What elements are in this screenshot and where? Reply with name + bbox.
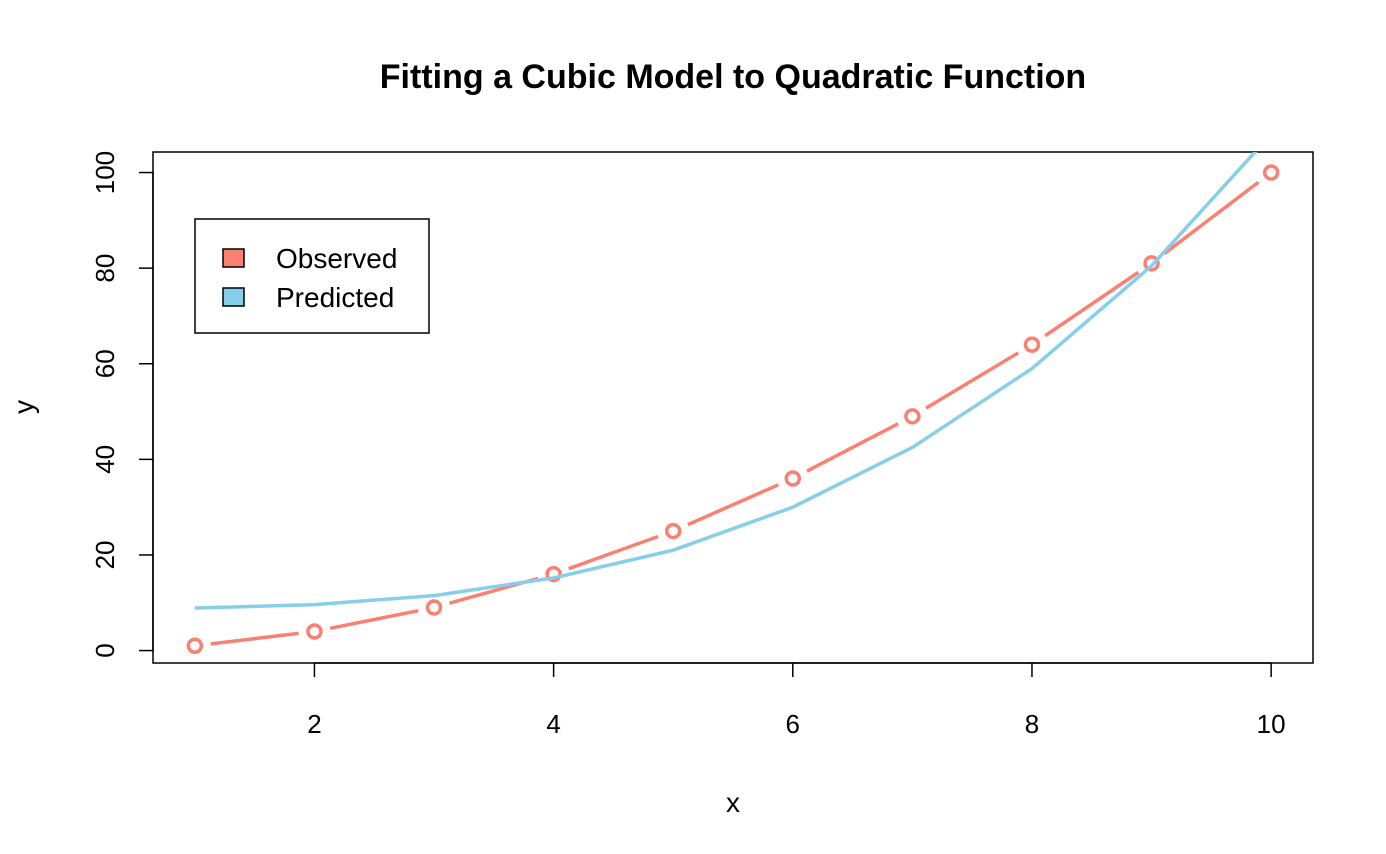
legend-label-predicted: Predicted xyxy=(276,282,394,313)
observed-point xyxy=(186,637,204,655)
legend-swatch-predicted xyxy=(222,287,245,307)
y-tick-label: 100 xyxy=(90,151,120,194)
legend-box xyxy=(194,218,430,334)
observed-line-segment xyxy=(329,608,419,631)
predicted-line xyxy=(194,152,1258,610)
observed-line-segment xyxy=(1044,270,1140,338)
observed-point xyxy=(664,522,682,540)
y-tick-label: 40 xyxy=(90,445,120,474)
y-tick-label: 60 xyxy=(90,349,120,378)
x-tick-label: 10 xyxy=(1257,709,1286,739)
x-tick-label: 8 xyxy=(1025,709,1039,739)
observed-line-segment xyxy=(806,422,899,473)
observed-point xyxy=(1023,336,1041,353)
observed-point xyxy=(306,623,323,640)
x-tick-label: 6 xyxy=(786,709,800,739)
x-tick-label: 2 xyxy=(307,709,321,739)
series-layer xyxy=(186,152,1280,655)
observed-line-segment xyxy=(1163,180,1260,256)
x-axis-label: x xyxy=(726,787,740,818)
legend-swatch-observed xyxy=(222,248,245,268)
observed-line-segment xyxy=(210,631,299,646)
y-tick-label: 20 xyxy=(90,541,120,570)
y-tick-label: 0 xyxy=(90,643,120,657)
observed-line-segment xyxy=(687,483,779,527)
legend: Observed Predicted xyxy=(194,218,430,334)
y-axis: 0 20 40 60 80 100 xyxy=(90,151,154,658)
observed-point xyxy=(904,408,921,425)
y-axis-label: y xyxy=(8,400,39,414)
observed-line-segment xyxy=(568,534,659,571)
observed-point xyxy=(784,470,802,487)
observed-point xyxy=(1262,164,1280,181)
observed-point xyxy=(425,599,443,616)
x-tick-label: 4 xyxy=(546,709,560,739)
legend-label-observed: Observed xyxy=(276,243,397,274)
x-axis: 2 4 6 8 10 xyxy=(307,662,1286,739)
observed-line-segment xyxy=(925,351,1020,410)
chart-title: Fitting a Cubic Model to Quadratic Funct… xyxy=(380,58,1086,96)
y-tick-label: 80 xyxy=(90,254,120,283)
